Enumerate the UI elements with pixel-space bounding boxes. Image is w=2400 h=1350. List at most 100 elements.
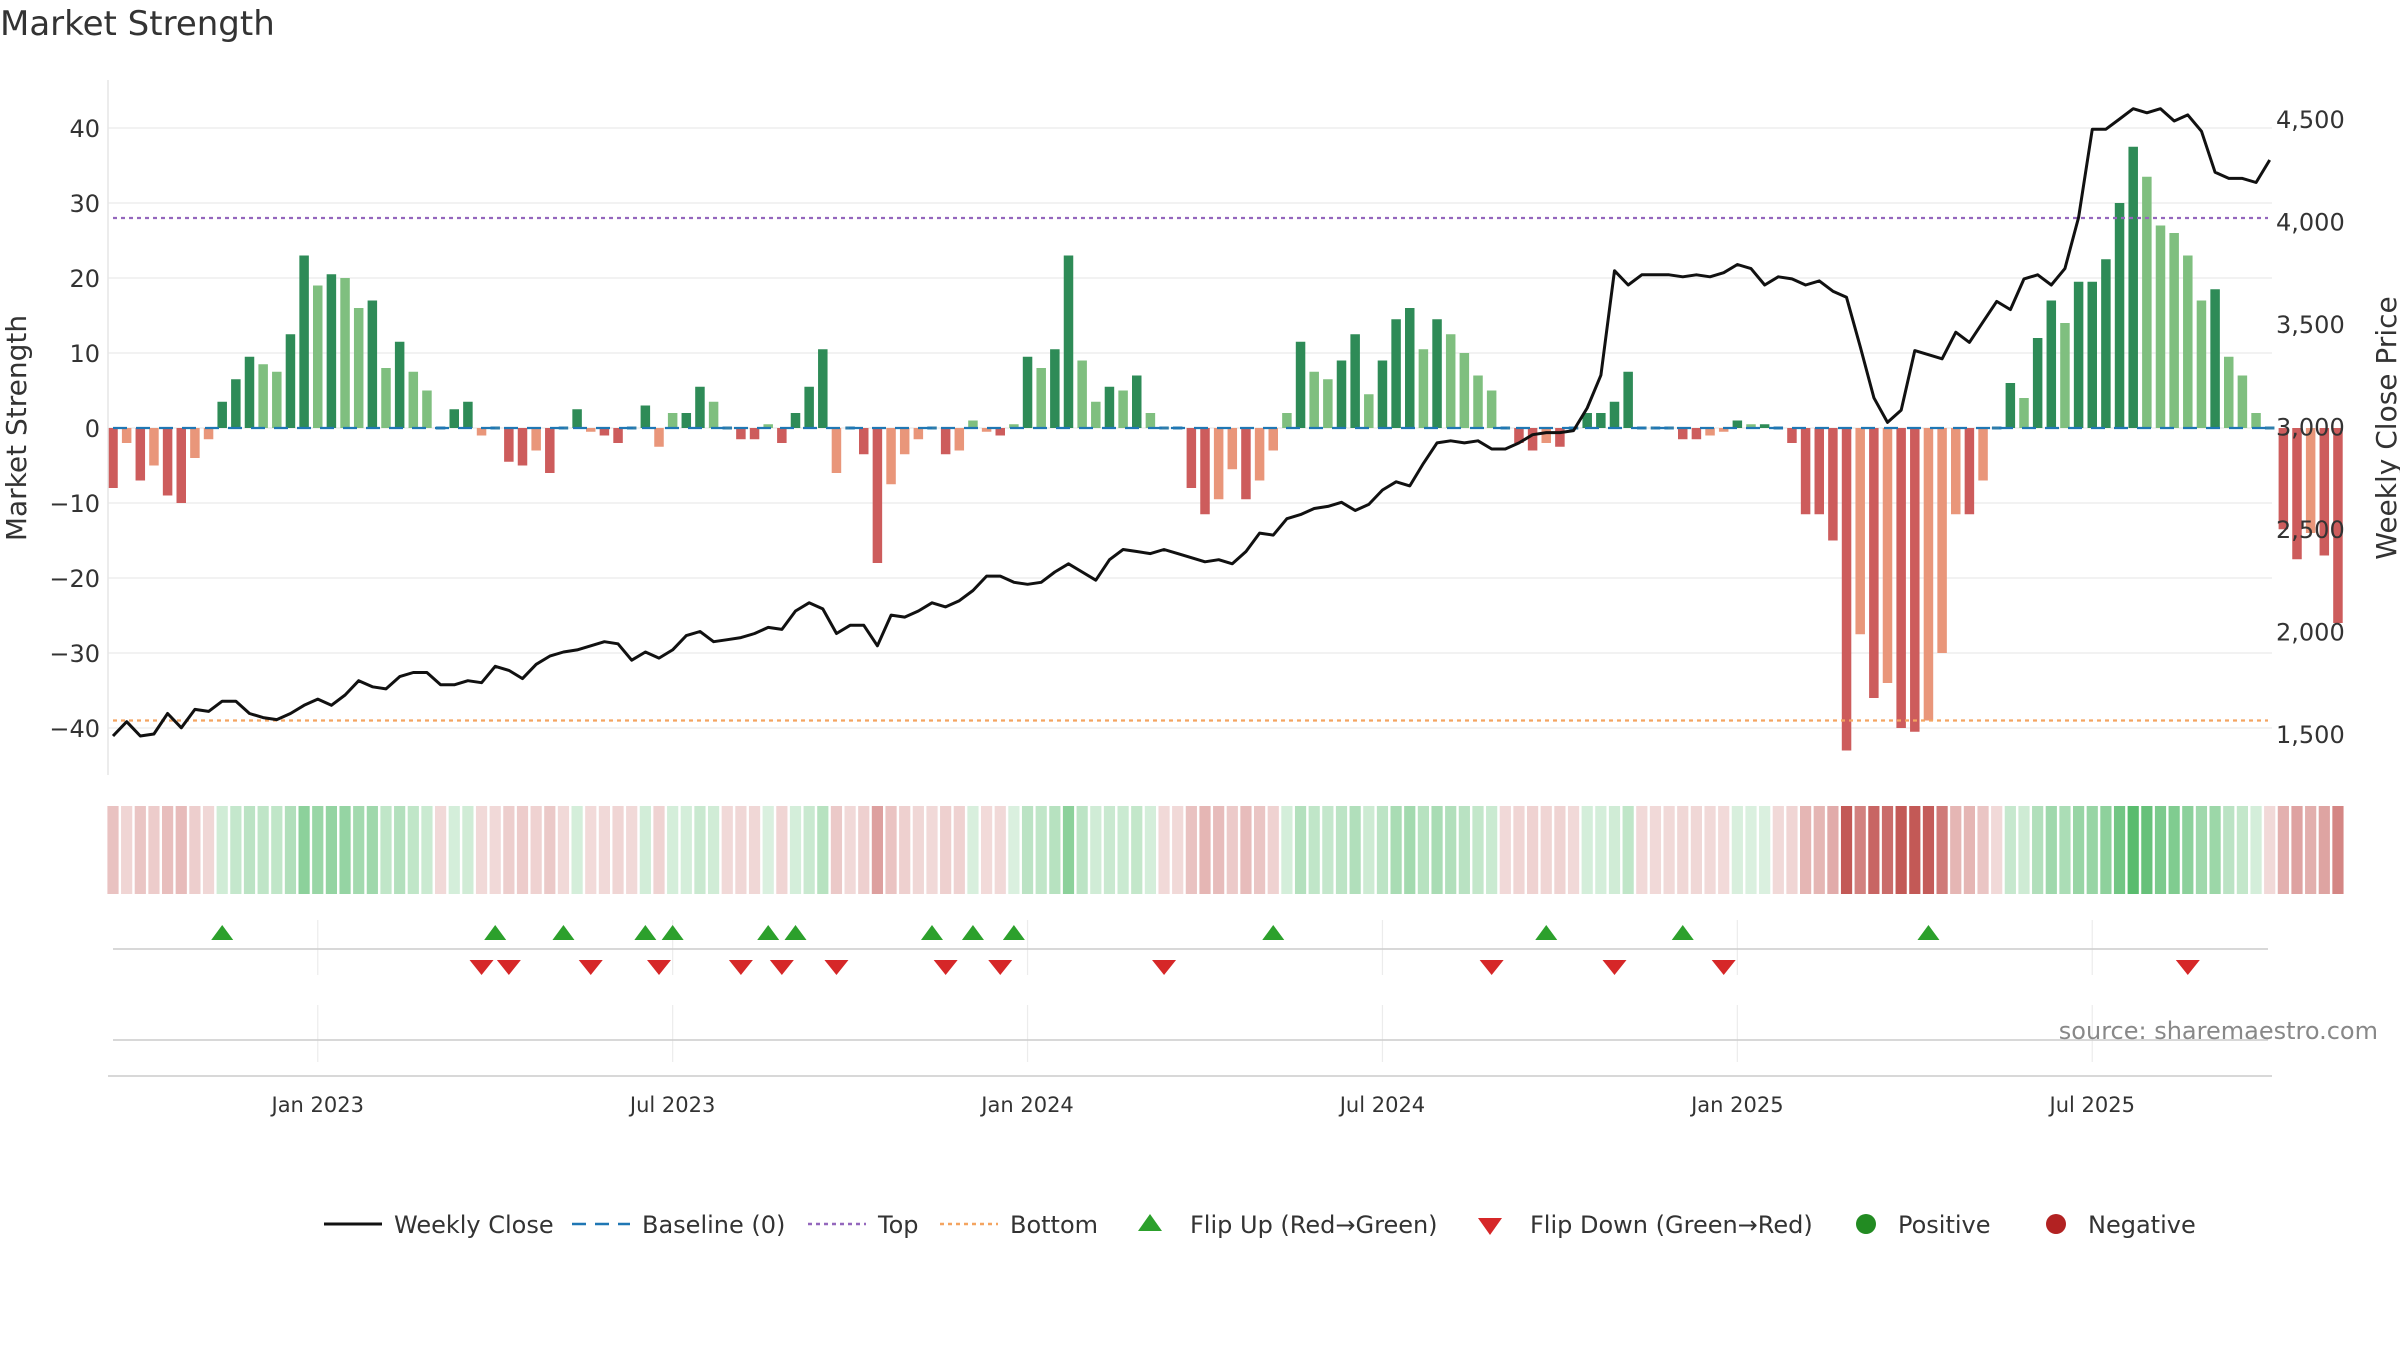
heat-cell [1349,806,1361,894]
flip-up-marker [961,925,984,940]
heat-cell [2168,806,2180,894]
strength-bar [1623,371,1633,428]
flip-up-marker [921,925,943,940]
strength-bar [2224,356,2234,428]
heat-cell [776,806,788,894]
heat-cell [1458,806,1470,894]
heat-cell [380,806,392,894]
strength-bar [1678,428,1688,440]
strength-bar [1104,386,1115,428]
strength-bar [449,409,459,428]
strength-bar [1391,319,1401,428]
strength-bar [1896,428,1906,728]
heat-cell [1117,806,1129,894]
strength-bar [1978,428,1988,481]
heat-cell [1376,806,1389,894]
flip-up-marker [1262,925,1285,940]
x-tick-label: Jan 2025 [1689,1093,1784,1117]
strength-bar [1828,428,1838,541]
heat-cell [708,806,720,894]
strength-bar [1268,428,1278,451]
heat-cell [1731,806,1743,894]
y-tick-label: −10 [49,490,100,518]
heat-cell [803,806,815,894]
x-tick-label: Jan 2023 [270,1093,365,1117]
flip-up-marker [1917,925,1940,940]
heat-cell [134,806,146,894]
strength-bar [886,428,896,485]
heat-cell [1335,806,1348,894]
strength-bar [176,428,186,503]
strength-bar [313,285,323,428]
heat-cell [994,806,1006,894]
heat-cell [2127,806,2139,894]
heat-cell [940,806,952,894]
heat-cell [1895,806,1907,894]
flip-up-marker [661,925,684,940]
heat-cell [1158,806,1170,894]
strength-bar [1145,413,1156,428]
heat-cell [1213,806,1225,894]
flip-up-marker [1002,925,1025,940]
legend: Weekly Close Baseline (0) Top Bottom Flip Up… [324,1211,2196,1239]
heat-cell [1527,806,1539,894]
strength-bar [981,428,992,432]
heat-cell [1636,806,1648,894]
strength-bar [108,428,118,488]
heat-cell [298,806,310,894]
strength-bar [381,368,391,428]
heat-cell [107,806,119,894]
heat-cell [394,806,406,894]
strength-bar [2264,426,2275,430]
heat-cell [1390,806,1402,894]
heat-cell [1881,806,1894,894]
heat-cell [953,806,965,894]
heat-cell [1322,806,1334,894]
y2-tick-label: 3,000 [2276,413,2345,441]
y-tick-label: 30 [69,190,100,218]
strength-bar [490,426,500,430]
strength-bar [2046,300,2057,428]
flip-up-marker [634,925,657,940]
y2-tick-label: 2,500 [2276,516,2345,544]
strength-bar [1091,401,1101,428]
heat-cell [1772,806,1784,894]
strength-bar [1473,375,1483,428]
strength-bar [1077,360,1087,428]
heat-cell [1963,806,1975,894]
legend-label: Positive [1898,1211,1991,1239]
strength-bar [1022,356,1033,428]
strength-bar [1691,428,1702,440]
heat-cell [612,806,624,894]
heat-cell [926,806,938,894]
legend-item: Weekly Close [324,1211,554,1239]
strength-bar [1705,428,1715,436]
heat-cell [653,806,665,894]
strength-bar [1377,360,1388,428]
chart-title: Market Strength [0,4,275,44]
strength-bar [831,428,842,473]
axes: −40 −30 −20 −10 0 10 20 30 40 1,500 2,000 2,500 3,00… [49,80,2345,1117]
legend-item: Top [808,1211,919,1239]
strength-bar [476,428,487,436]
heat-cell [216,806,228,894]
heat-cell [1199,806,1211,894]
strength-bar [1213,428,1224,500]
heat-cell [175,806,187,894]
heat-cell [1090,806,1102,894]
strength-bar [1718,428,1729,432]
heat-cell [2086,806,2098,894]
heat-cell [1991,806,2003,894]
strength-bar [2305,428,2316,533]
flip-down-marker [496,960,521,975]
heat-cell [1827,806,1839,894]
strength-bar [299,255,309,428]
flip-down-marker [933,960,958,975]
heat-cell [571,806,583,894]
heat-cell [871,806,883,894]
y-tick-label: 40 [69,115,100,143]
strength-bar [2169,233,2179,428]
strength-bar [1186,428,1197,488]
legend-label: Baseline (0) [642,1211,785,1239]
y2-tick-label: 1,500 [2276,721,2345,749]
